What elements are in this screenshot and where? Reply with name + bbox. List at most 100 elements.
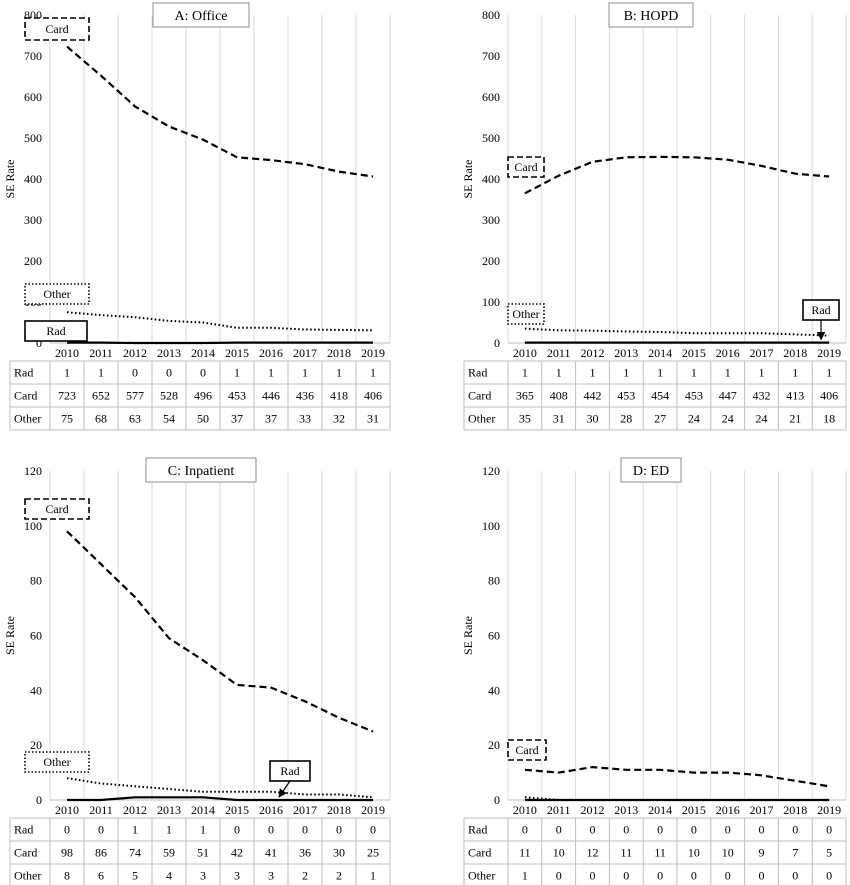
table-cell: 406 bbox=[364, 389, 382, 403]
table-cell: 1 bbox=[590, 366, 596, 380]
table-cell: 365 bbox=[516, 389, 534, 403]
series-label-rad: Rad bbox=[280, 764, 299, 778]
table-cell: 0 bbox=[336, 823, 342, 837]
table-cell: 1 bbox=[792, 366, 798, 380]
x-tick-label: 2012 bbox=[123, 803, 147, 817]
x-tick-label: 2017 bbox=[293, 346, 317, 360]
table-cell: 12 bbox=[587, 846, 599, 860]
table-cell: 408 bbox=[550, 389, 568, 403]
table-cell: 31 bbox=[367, 412, 379, 426]
table-cell: 0 bbox=[590, 823, 596, 837]
x-tick-label: 2011 bbox=[547, 803, 571, 817]
table-cell: 0 bbox=[132, 366, 138, 380]
y-tick-label: 200 bbox=[482, 254, 500, 268]
series-line-card bbox=[66, 530, 374, 733]
table-cell: 2 bbox=[302, 869, 308, 883]
table-cell: 453 bbox=[685, 389, 703, 403]
series-label-other: Other bbox=[43, 755, 70, 769]
table-cell: 6 bbox=[98, 869, 104, 883]
table-cell: 1 bbox=[623, 366, 629, 380]
table-cell: 41 bbox=[265, 846, 277, 860]
table-cell: 10 bbox=[688, 846, 700, 860]
x-tick-label: 2013 bbox=[157, 346, 181, 360]
table-cell: 1 bbox=[166, 823, 172, 837]
table-row-header: Rad bbox=[14, 823, 33, 837]
table-cell: 723 bbox=[58, 389, 76, 403]
table-cell: 446 bbox=[262, 389, 280, 403]
y-tick-label: 800 bbox=[482, 8, 500, 22]
table-cell: 442 bbox=[584, 389, 602, 403]
y-tick-label: 60 bbox=[30, 629, 42, 643]
table-cell: 577 bbox=[126, 389, 144, 403]
x-tick-label: 2017 bbox=[750, 346, 774, 360]
x-tick-label: 2018 bbox=[783, 803, 807, 817]
y-tick-label: 500 bbox=[482, 131, 500, 145]
table-cell: 0 bbox=[725, 823, 731, 837]
table-cell: 37 bbox=[231, 412, 243, 426]
table-cell: 0 bbox=[98, 823, 104, 837]
table-cell: 51 bbox=[197, 846, 209, 860]
table-cell: 0 bbox=[268, 823, 274, 837]
panel-title-box bbox=[620, 457, 682, 483]
table-cell: 35 bbox=[519, 412, 531, 426]
table-cell: 10 bbox=[553, 846, 565, 860]
x-tick-label: 2010 bbox=[513, 346, 537, 360]
y-tick-label: 40 bbox=[488, 683, 500, 697]
y-tick-label: 60 bbox=[488, 629, 500, 643]
x-tick-label: 2013 bbox=[614, 803, 638, 817]
table-cell: 0 bbox=[657, 869, 663, 883]
x-tick-label: 2013 bbox=[157, 803, 181, 817]
x-tick-label: 2014 bbox=[191, 346, 215, 360]
table-cell: 30 bbox=[587, 412, 599, 426]
table-cell: 3 bbox=[234, 869, 240, 883]
x-tick-label: 2010 bbox=[55, 803, 79, 817]
y-tick-label: 600 bbox=[482, 90, 500, 104]
x-tick-label: 2011 bbox=[89, 803, 113, 817]
table-cell: 50 bbox=[197, 412, 209, 426]
table-cell: 0 bbox=[826, 823, 832, 837]
y-tick-label: 0 bbox=[494, 793, 500, 807]
table-cell: 0 bbox=[792, 869, 798, 883]
table-row-header: Card bbox=[14, 389, 37, 403]
table-cell: 496 bbox=[194, 389, 212, 403]
table-cell: 0 bbox=[166, 366, 172, 380]
y-tick-label: 400 bbox=[24, 172, 42, 186]
series-line-other bbox=[524, 327, 830, 337]
table-cell: 37 bbox=[265, 412, 277, 426]
table-row-header: Other bbox=[468, 869, 495, 883]
y-axis-label: SE Rate bbox=[461, 616, 475, 655]
y-tick-label: 0 bbox=[494, 336, 500, 350]
x-tick-label: 2016 bbox=[716, 346, 740, 360]
table-row-header: Other bbox=[468, 412, 495, 426]
table-cell: 453 bbox=[228, 389, 246, 403]
table-cell: 1 bbox=[132, 823, 138, 837]
table-cell: 25 bbox=[367, 846, 379, 860]
table-cell: 0 bbox=[657, 823, 663, 837]
series-label-box-other bbox=[24, 751, 90, 773]
table-cell: 1 bbox=[522, 869, 528, 883]
table-row-header: Other bbox=[14, 412, 41, 426]
y-axis-label: SE Rate bbox=[461, 160, 475, 199]
table-cell: 652 bbox=[92, 389, 110, 403]
table-cell: 1 bbox=[200, 823, 206, 837]
table-cell: 5 bbox=[132, 869, 138, 883]
table-cell: 453 bbox=[617, 389, 635, 403]
table-cell: 1 bbox=[759, 366, 765, 380]
x-tick-label: 2017 bbox=[750, 803, 774, 817]
y-axis-label: SE Rate bbox=[3, 616, 17, 655]
x-tick-label: 2019 bbox=[361, 803, 385, 817]
table-cell: 9 bbox=[759, 846, 765, 860]
table-cell: 413 bbox=[786, 389, 804, 403]
table-cell: 5 bbox=[826, 846, 832, 860]
panel-b: 0 100 200 300 400 500 600 700 800 SE Rate 2010 2011… bbox=[461, 2, 847, 431]
table-cell: 33 bbox=[299, 412, 311, 426]
table-cell: 86 bbox=[95, 846, 107, 860]
table-cell: 1 bbox=[370, 869, 376, 883]
x-tick-label: 2018 bbox=[327, 346, 351, 360]
table-cell: 1 bbox=[268, 366, 274, 380]
table-cell: 2 bbox=[336, 869, 342, 883]
table-cell: 432 bbox=[753, 389, 771, 403]
x-tick-label: 2012 bbox=[123, 346, 147, 360]
